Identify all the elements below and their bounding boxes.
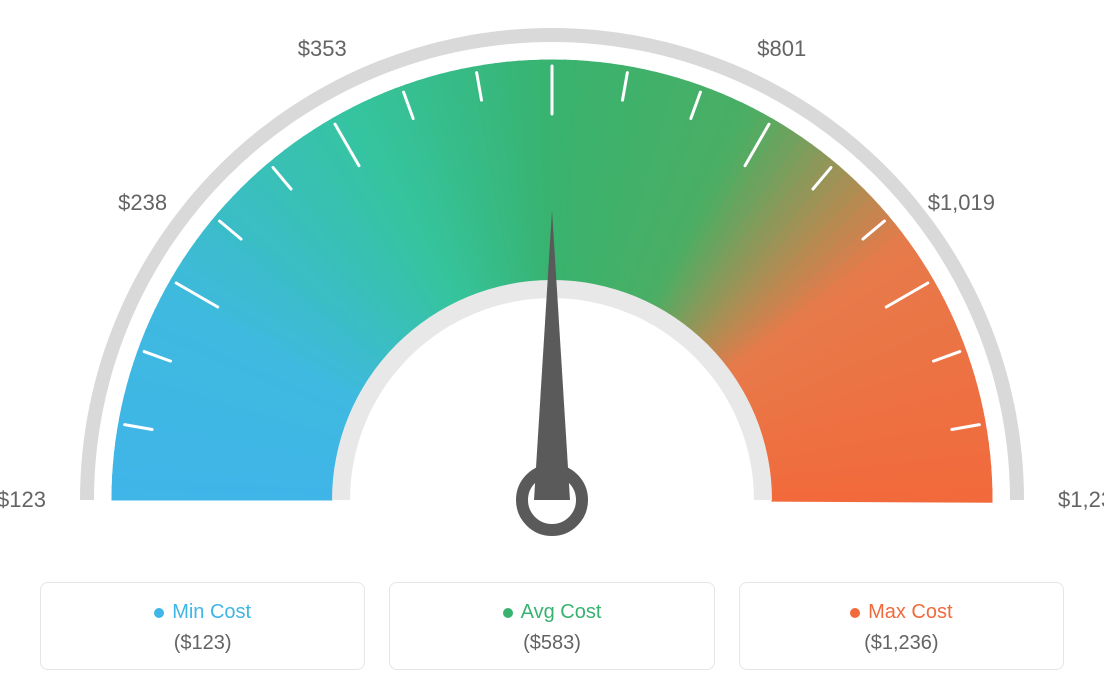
legend-dot-min [154, 608, 164, 618]
legend-card-avg: Avg Cost ($583) [389, 582, 714, 670]
legend-label-avg-text: Avg Cost [521, 601, 602, 624]
scale-label: $1,019 [928, 190, 995, 216]
legend-card-min: Min Cost ($123) [40, 582, 365, 670]
legend-value-max: ($1,236) [750, 632, 1053, 655]
legend-label-max: Max Cost [750, 601, 1053, 624]
legend-value-min: ($123) [51, 632, 354, 655]
legend-dot-avg [503, 608, 513, 618]
gauge-area: $123$238$353$583$801$1,019$1,236 [0, 0, 1104, 560]
legend-label-min: Min Cost [51, 601, 354, 624]
scale-label: $801 [757, 36, 806, 62]
scale-label: $1,236 [1058, 487, 1104, 513]
cost-gauge-chart: $123$238$353$583$801$1,019$1,236 Min Cos… [0, 0, 1104, 690]
legend-label-avg: Avg Cost [400, 601, 703, 624]
legend-label-min-text: Min Cost [172, 601, 251, 624]
gauge-svg [0, 0, 1104, 560]
legend-label-max-text: Max Cost [868, 601, 952, 624]
scale-label: $353 [298, 36, 347, 62]
scale-label: $238 [118, 190, 167, 216]
legend-dot-max [850, 608, 860, 618]
legend-card-max: Max Cost ($1,236) [739, 582, 1064, 670]
scale-label: $123 [0, 487, 46, 513]
legend-value-avg: ($583) [400, 632, 703, 655]
legend-row: Min Cost ($123) Avg Cost ($583) Max Cost… [40, 582, 1064, 670]
